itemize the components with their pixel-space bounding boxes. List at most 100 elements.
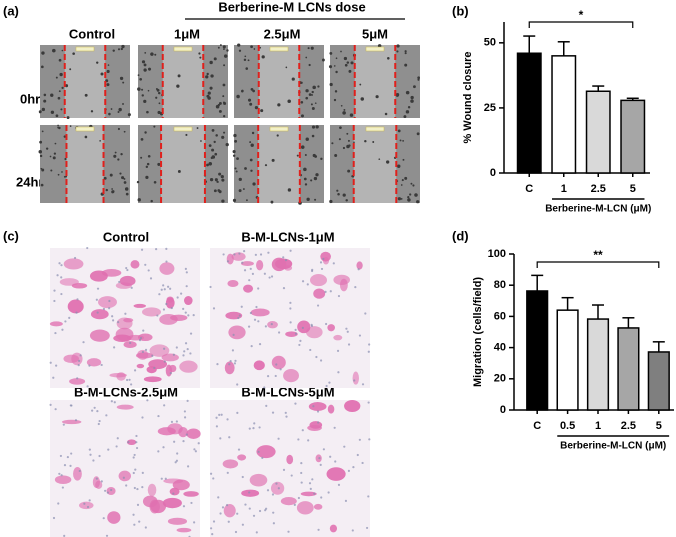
pore-dot: [217, 496, 220, 499]
cell-dot: [41, 107, 45, 112]
cell-dot: [177, 170, 181, 173]
x-axis-label: Berberine-M-LCN (μM): [545, 204, 651, 215]
cell-dot: [208, 162, 213, 166]
pore-dot: [60, 474, 63, 477]
y-axis-label: Migration (cells/field): [472, 277, 484, 387]
pore-dot: [158, 293, 161, 296]
cell-dot: [311, 107, 315, 110]
pore-dot: [241, 523, 244, 526]
stained-cell: [309, 421, 323, 429]
cell-dot: [43, 93, 47, 97]
cell-dot: [213, 189, 217, 193]
pore-dot: [301, 326, 304, 329]
pore-dot: [253, 422, 256, 425]
cell-dot: [343, 108, 346, 111]
cell-dot: [84, 93, 88, 97]
stained-cell: [327, 404, 335, 414]
pore-dot: [337, 483, 341, 486]
stained-cell: [271, 355, 286, 370]
cell-dot: [127, 113, 131, 117]
cell-dot: [238, 49, 242, 52]
wound-area: [258, 125, 300, 203]
cell-dot: [196, 127, 199, 129]
pore-dot: [88, 448, 91, 451]
pore-dot: [258, 426, 261, 429]
pore-dot: [129, 341, 132, 345]
wound-area: [354, 45, 396, 118]
pore-dot: [317, 528, 320, 531]
stained-cell: [61, 419, 82, 425]
cell-dot: [120, 153, 123, 156]
cell-dot: [100, 72, 104, 76]
stained-cell: [149, 344, 170, 357]
pore-dot: [232, 333, 235, 337]
pore-dot: [95, 477, 98, 480]
pore-dot: [175, 459, 179, 462]
cell-dot: [328, 65, 333, 69]
stained-cell: [107, 511, 121, 524]
stained-cell: [49, 321, 63, 327]
cell-dot: [41, 65, 44, 69]
cell-dot: [60, 108, 63, 111]
cell-dot: [145, 165, 149, 169]
pore-dot: [307, 439, 310, 442]
pore-dot: [225, 503, 229, 507]
pore-dot: [61, 328, 64, 331]
cell-dot: [320, 157, 323, 161]
cell-dot: [50, 110, 55, 114]
cell-dot: [311, 94, 313, 96]
pore-dot: [76, 298, 79, 301]
pore-dot: [193, 448, 196, 451]
pore-dot: [212, 477, 215, 480]
cell-dot: [372, 141, 375, 143]
pore-dot: [352, 466, 355, 469]
pore-dot: [327, 491, 330, 494]
cell-dot: [340, 50, 342, 53]
cell-dot: [137, 87, 141, 91]
cell-dot: [407, 195, 410, 199]
pore-dot: [133, 453, 136, 457]
pore-dot: [54, 331, 57, 335]
pore-dot: [212, 307, 216, 310]
pore-dot: [70, 452, 73, 455]
pore-dot: [107, 448, 110, 451]
cell-dot: [199, 56, 202, 59]
cell-dot: [223, 64, 226, 67]
cell-dot: [157, 91, 161, 95]
stained-cell: [313, 288, 326, 299]
pore-dot: [142, 329, 145, 332]
cell-dot: [347, 169, 351, 173]
cell-dot: [237, 43, 241, 47]
cell-dot: [276, 134, 279, 137]
cell-dot: [146, 162, 150, 166]
pore-dot: [285, 415, 288, 418]
cell-dot: [359, 83, 362, 86]
pore-dot: [76, 377, 79, 380]
cell-dot: [55, 114, 59, 118]
pore-dot: [113, 401, 116, 404]
cell-dot: [305, 137, 309, 141]
pore-dot: [248, 279, 251, 282]
cell-dot: [404, 50, 407, 53]
stained-cell: [63, 258, 84, 270]
pore-dot: [243, 269, 247, 272]
cell-dot: [300, 145, 305, 149]
pore-dot: [367, 401, 370, 404]
pore-dot: [320, 496, 323, 499]
pore-dot: [128, 378, 131, 381]
stained-cell: [223, 504, 236, 518]
stained-cell: [163, 478, 184, 484]
pore-dot: [300, 471, 303, 475]
pore-dot: [105, 414, 108, 417]
pore-dot: [52, 516, 56, 520]
pore-dot: [237, 448, 241, 451]
cell-dot: [211, 128, 215, 132]
cell-dot: [234, 167, 237, 170]
pore-dot: [258, 509, 262, 513]
cell-dot: [214, 152, 218, 156]
cell-dot: [157, 110, 161, 115]
stained-cell: [256, 445, 276, 459]
pore-dot: [111, 315, 114, 318]
pore-dot: [236, 383, 239, 386]
pore-dot: [247, 325, 251, 328]
